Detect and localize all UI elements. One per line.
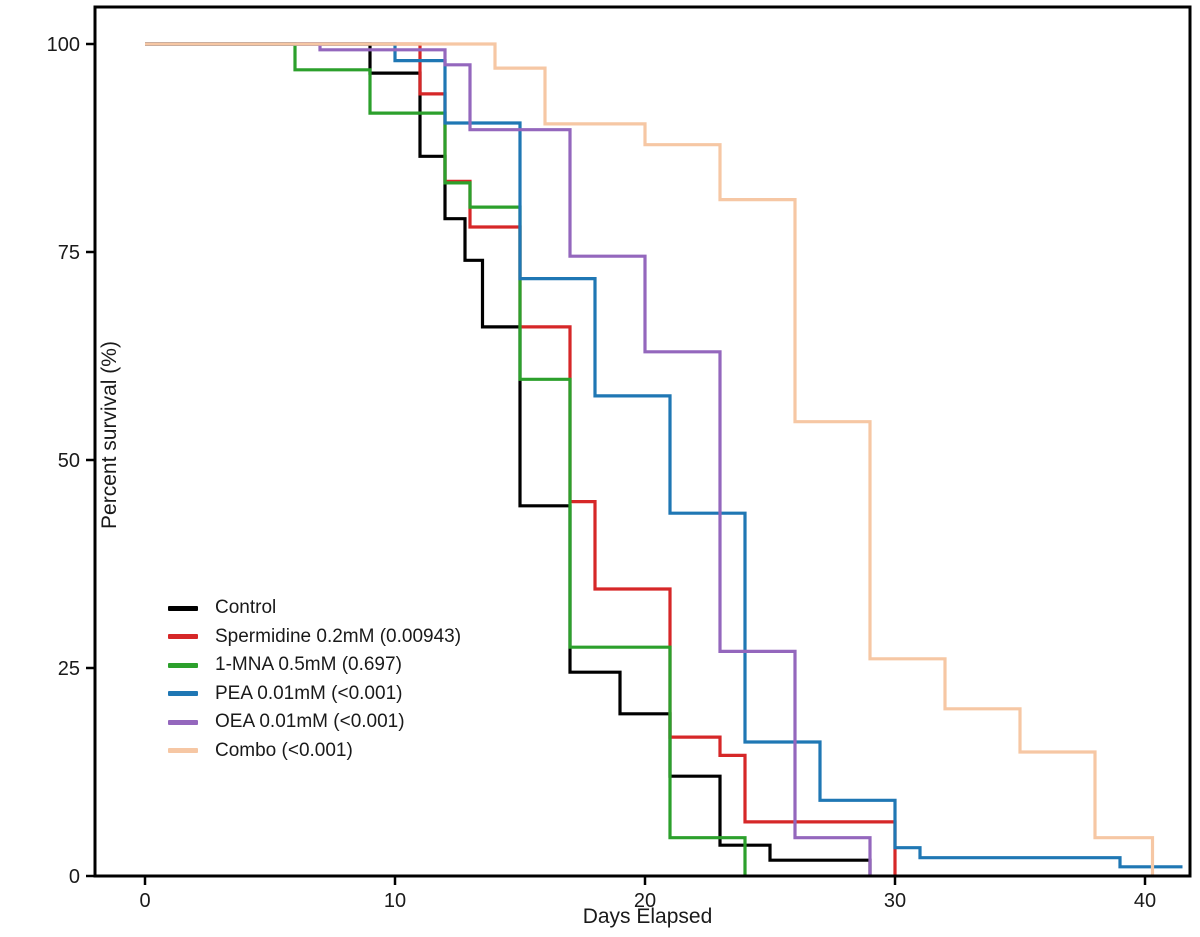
legend-item-oea: OEA 0.01mM (<0.001) [168, 708, 461, 737]
series-layer [145, 42, 1183, 876]
tick-label: 25 [58, 658, 80, 680]
x-axis-title: Days Elapsed [582, 905, 713, 928]
legend-item-pea: PEA 0.01mM (<0.001) [168, 680, 461, 709]
legend: Control Spermidine 0.2mM (0.00943) 1-MNA… [168, 594, 461, 765]
series-line-oea [145, 42, 872, 876]
plot-frame [93, 5, 1192, 878]
legend-item-combo: Combo (<0.001) [168, 737, 461, 766]
legend-label-oea: OEA 0.01mM (<0.001) [215, 711, 405, 733]
series-line-1-mna [145, 42, 747, 876]
legend-swatch-control [168, 605, 198, 611]
tick-label: 75 [58, 242, 80, 264]
legend-label-combo: Combo (<0.001) [215, 739, 353, 761]
tick-label: 20 [634, 890, 656, 912]
tick-label: 0 [69, 866, 80, 888]
legend-swatch-1-mna [168, 662, 198, 668]
legend-label-1-mna: 1-MNA 0.5mM (0.697) [215, 654, 402, 676]
tick-layer: 0 10 20 30 40 0 25 50 75 100 [47, 34, 1157, 912]
tick-label: 40 [1134, 890, 1156, 912]
legend-swatch-spermidine [168, 634, 198, 640]
legend-item-control: Control [168, 594, 461, 623]
legend-swatch-combo [168, 748, 198, 754]
tick-label: 100 [47, 34, 80, 56]
series-line-combo [145, 42, 1155, 876]
tick-label: 10 [384, 890, 406, 912]
legend-item-spermidine: Spermidine 0.2mM (0.00943) [168, 623, 461, 652]
legend-swatch-pea [168, 691, 198, 697]
tick-label: 30 [884, 890, 906, 912]
legend-label-pea: PEA 0.01mM (<0.001) [215, 682, 403, 704]
tick-label: 50 [58, 450, 80, 472]
legend-label-spermidine: Spermidine 0.2mM (0.00943) [215, 625, 462, 647]
legend-item-1-mna: 1-MNA 0.5mM (0.697) [168, 651, 461, 680]
tick-label: 0 [139, 890, 150, 912]
series-line-control [145, 42, 872, 876]
legend-swatch-oea [168, 719, 198, 725]
legend-label-control: Control [215, 597, 277, 619]
series-line-pea [145, 42, 1183, 869]
y-axis-title: Percent survival (%) [97, 341, 121, 529]
